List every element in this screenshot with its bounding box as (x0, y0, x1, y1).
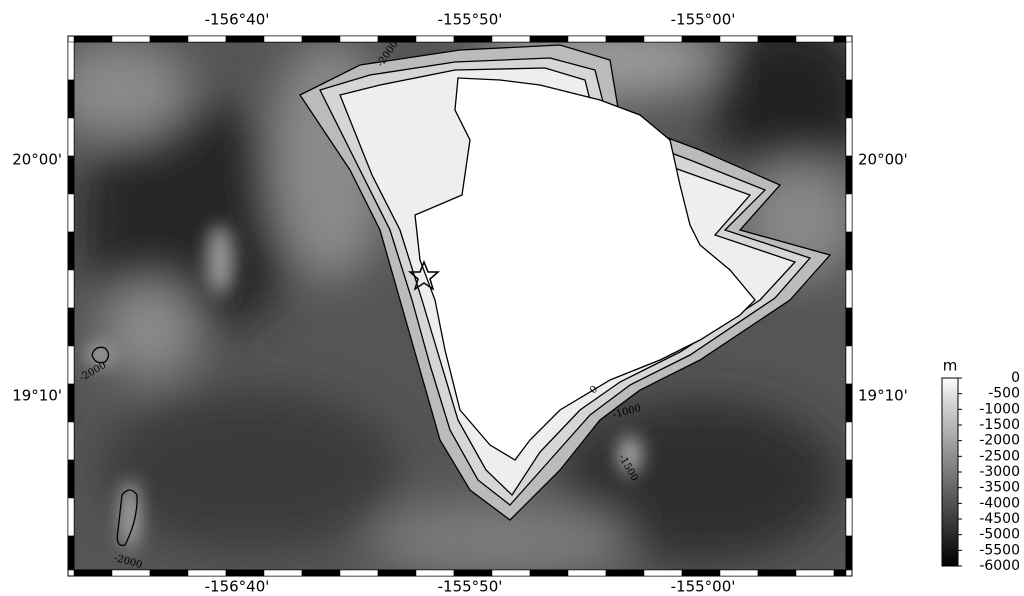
frame-segment (264, 36, 302, 42)
colorbar-tick-label: -2500 (979, 448, 1020, 464)
frame-segment (758, 36, 796, 42)
frame-segment (846, 460, 852, 498)
colorbar-unit: m (943, 357, 958, 375)
frame-segment (188, 36, 226, 42)
frame-segment (68, 460, 74, 498)
longitude-label: -155°00' (671, 578, 736, 596)
frame-segment (846, 118, 852, 156)
colorbar-tick-label: -3500 (979, 480, 1020, 496)
frame-segment (150, 570, 188, 576)
frame-segment (68, 346, 74, 384)
frame-segment (758, 570, 796, 576)
frame-segment (454, 36, 492, 42)
latitude-label: 20°00' (12, 151, 62, 169)
colorbar-tick-label: -3000 (979, 464, 1020, 480)
frame-segment (68, 156, 74, 194)
frame-segment (846, 42, 852, 80)
frame-segment (340, 36, 378, 42)
frame-segment (188, 570, 226, 576)
frame-segment (846, 346, 852, 384)
frame-segment (340, 570, 378, 576)
frame-segment (454, 570, 492, 576)
latitude-label: 19°10' (12, 387, 62, 405)
frame-segment (846, 422, 852, 460)
colorbar-tick-label: -1500 (979, 417, 1020, 433)
frame-segment (834, 36, 846, 42)
frame-segment (606, 570, 644, 576)
frame-segment (68, 42, 74, 80)
frame-segment (720, 36, 758, 42)
frame-segment (378, 570, 416, 576)
frame-segment (68, 422, 74, 460)
frame-segment (68, 270, 74, 308)
frame-segment (796, 570, 834, 576)
frame-segment (644, 570, 682, 576)
longitude-label: -155°50' (438, 11, 503, 29)
longitude-label: -156°40' (205, 11, 270, 29)
map-figure: m -156°40' -156°40' -155°50' -155°50' -155°0… (0, 0, 1024, 596)
colorbar-tick-label: -2000 (979, 433, 1020, 449)
frame-segment (112, 36, 150, 42)
colorbar-tick-label: 0 (1011, 370, 1020, 386)
frame-segment (302, 570, 340, 576)
frame-segment (68, 308, 74, 346)
frame-segment (150, 36, 188, 42)
frame-segment (846, 80, 852, 118)
frame-segment (112, 570, 150, 576)
colorbar-tick-label: -4000 (979, 495, 1020, 511)
frame-segment (834, 570, 846, 576)
frame-segment (530, 570, 568, 576)
frame-segment (226, 36, 264, 42)
frame-segment (846, 498, 852, 536)
frame-segment (846, 232, 852, 270)
frame-segment (846, 536, 852, 570)
frame-segment (68, 536, 74, 570)
frame-segment (846, 194, 852, 232)
latitude-label: 20°00' (858, 151, 908, 169)
bathymetry (50, 20, 870, 580)
frame-segment (68, 118, 74, 156)
frame-segment (68, 232, 74, 270)
frame-segment (264, 570, 302, 576)
colorbar-tick-label: -4500 (979, 511, 1020, 527)
frame-segment (846, 308, 852, 346)
longitude-label: -155°50' (438, 578, 503, 596)
colorbar-tick-label: -6000 (979, 558, 1020, 574)
frame-segment (416, 570, 454, 576)
frame-segment (568, 570, 606, 576)
frame-segment (846, 270, 852, 308)
colorbar (942, 378, 958, 566)
longitude-label: -156°40' (205, 578, 270, 596)
frame-segment (530, 36, 568, 42)
frame-segment (68, 80, 74, 118)
frame-segment (378, 36, 416, 42)
frame-segment (644, 36, 682, 42)
frame-segment (302, 36, 340, 42)
longitude-label: -155°00' (671, 11, 736, 29)
colorbar-tick-label: -1000 (979, 401, 1020, 417)
frame-segment (606, 36, 644, 42)
colorbar-tick-label: -500 (988, 386, 1020, 402)
frame-segment (846, 384, 852, 422)
colorbar-tick-label: -5500 (979, 542, 1020, 558)
frame-segment (74, 570, 112, 576)
latitude-label: 19°10' (858, 387, 908, 405)
frame-segment (226, 570, 264, 576)
frame-segment (492, 570, 530, 576)
frame-segment (682, 36, 720, 42)
frame-segment (720, 570, 758, 576)
frame-segment (68, 498, 74, 536)
frame-segment (492, 36, 530, 42)
frame-segment (846, 156, 852, 194)
frame-segment (682, 570, 720, 576)
frame-segment (568, 36, 606, 42)
frame-segment (68, 194, 74, 232)
frame-segment (416, 36, 454, 42)
colorbar-tick-label: -5000 (979, 527, 1020, 543)
frame-segment (68, 384, 74, 422)
frame-segment (796, 36, 834, 42)
frame-segment (74, 36, 112, 42)
